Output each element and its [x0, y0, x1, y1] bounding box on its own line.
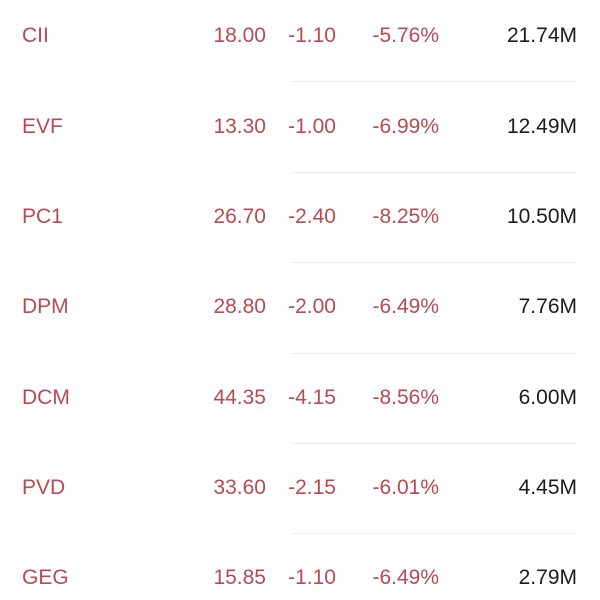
stock-volume: 4.45M — [518, 476, 577, 499]
stock-change-percent: -6.01% — [372, 476, 439, 499]
row-divider — [292, 353, 577, 354]
stock-volume: 6.00M — [518, 386, 577, 409]
row-divider — [292, 172, 577, 173]
stock-change: -1.00 — [288, 115, 336, 138]
stock-row-dcm[interactable]: DCM 44.35 -4.15 -8.56% 6.00M — [0, 353, 600, 443]
stock-symbol: PVD — [22, 476, 66, 499]
stock-change-percent: -6.99% — [372, 115, 439, 138]
stock-change: -1.10 — [288, 24, 336, 47]
stock-volume: 2.79M — [518, 566, 577, 589]
stock-row-evf[interactable]: EVF 13.30 -1.00 -6.99% 12.49M — [0, 82, 600, 172]
stock-price: 28.80 — [213, 295, 266, 318]
stock-price: 26.70 — [213, 205, 266, 228]
stock-price: 13.30 — [213, 115, 266, 138]
stock-volume: 10.50M — [506, 205, 577, 228]
stock-symbol: PC1 — [22, 205, 63, 228]
stock-row-geg[interactable]: GEG 15.85 -1.10 -6.49% 2.79M — [0, 533, 600, 600]
stock-symbol: DPM — [22, 295, 69, 318]
stock-symbol: GEG — [22, 566, 69, 589]
stock-symbol: CII — [22, 24, 49, 47]
stock-change: -1.10 — [288, 566, 336, 589]
stock-change-percent: -5.76% — [372, 24, 439, 47]
row-divider — [292, 533, 577, 534]
stock-change-percent: -8.56% — [372, 386, 439, 409]
row-divider — [292, 81, 577, 82]
stock-change-percent: -6.49% — [372, 295, 439, 318]
stock-row-pvd[interactable]: PVD 33.60 -2.15 -6.01% 4.45M — [0, 443, 600, 533]
stock-change-percent: -6.49% — [372, 566, 439, 589]
stock-row-dpm[interactable]: DPM 28.80 -2.00 -6.49% 7.76M — [0, 262, 600, 352]
stock-row-cii[interactable]: CII 18.00 -1.10 -5.76% 21.74M — [0, 0, 600, 81]
stock-row-pc1[interactable]: PC1 26.70 -2.40 -8.25% 10.50M — [0, 172, 600, 262]
stock-change: -2.15 — [288, 476, 336, 499]
stock-price: 44.35 — [213, 386, 266, 409]
row-divider — [292, 443, 577, 444]
stock-symbol: DCM — [22, 386, 70, 409]
stock-price: 15.85 — [213, 566, 266, 589]
stock-change: -2.00 — [288, 295, 336, 318]
stock-symbol: EVF — [22, 115, 63, 138]
stock-change: -2.40 — [288, 205, 336, 228]
stock-change: -4.15 — [288, 386, 336, 409]
stock-volume: 21.74M — [506, 24, 577, 47]
stock-price: 33.60 — [213, 476, 266, 499]
stock-volume: 7.76M — [518, 295, 577, 318]
stock-volume: 12.49M — [506, 115, 577, 138]
stock-price: 18.00 — [213, 24, 266, 47]
row-divider — [292, 262, 577, 263]
stock-change-percent: -8.25% — [372, 205, 439, 228]
